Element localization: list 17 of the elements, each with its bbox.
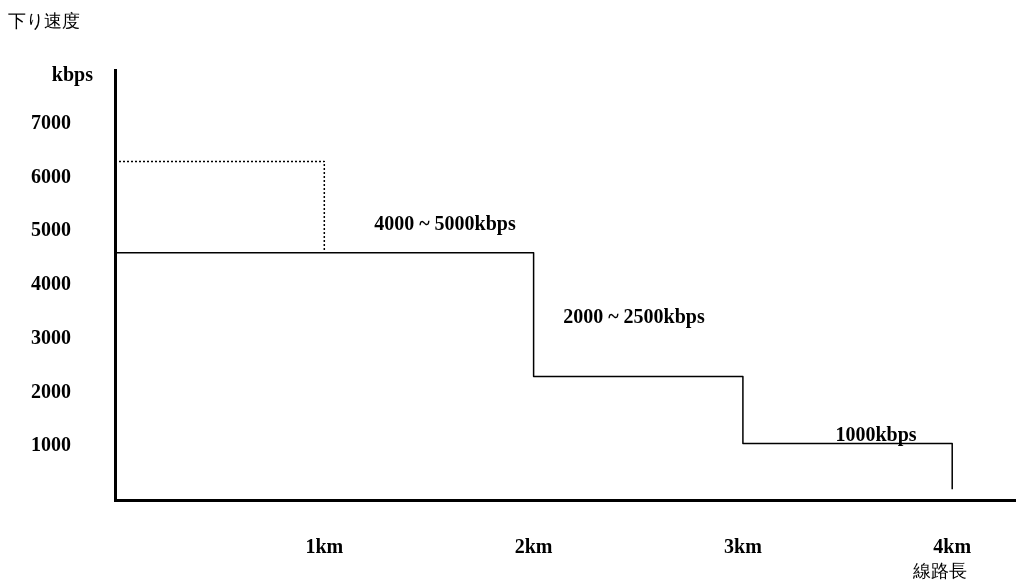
y-tick-label: 7000 [31,110,71,133]
x-tick-label: 1km [305,535,344,558]
annotation: 1000kbps [835,423,917,447]
y-axis-title: kbps [51,63,94,87]
chart-title: 下り速度 [8,9,80,31]
y-tick-label: 4000 [31,272,71,295]
x-tick-label: 4km [933,535,972,558]
x-axis-title: 線路長 [912,559,968,581]
y-tick-label: 5000 [31,218,71,241]
y-tick-label: 1000 [31,433,71,456]
x-tick-label: 3km [724,535,763,558]
y-tick-label: 3000 [31,325,71,348]
annotation: 2000 ~ 2500kbps [563,305,705,329]
y-tick-label: 6000 [31,164,71,187]
y-tick-label: 2000 [31,379,71,402]
annotation: 4000 ~ 5000kbps [374,212,516,236]
x-tick-label: 2km [514,535,553,558]
